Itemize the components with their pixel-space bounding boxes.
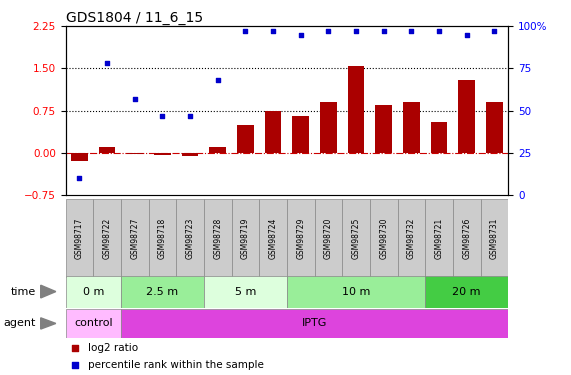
Text: 10 m: 10 m	[342, 286, 370, 297]
Bar	[315, 199, 342, 278]
Bar	[148, 199, 176, 278]
Point	[407, 28, 416, 34]
Bar	[66, 276, 121, 308]
Text: GSM98717: GSM98717	[75, 217, 84, 259]
Bar	[259, 199, 287, 278]
Text: GSM98728: GSM98728	[214, 217, 222, 259]
Bar	[232, 199, 259, 278]
Text: log2 ratio: log2 ratio	[88, 343, 138, 353]
Bar	[210, 147, 226, 153]
Polygon shape	[41, 285, 56, 298]
Text: GDS1804 / 11_6_15: GDS1804 / 11_6_15	[66, 11, 203, 25]
Text: agent: agent	[4, 318, 36, 328]
Bar	[265, 111, 282, 153]
Bar	[348, 66, 364, 153]
Bar	[431, 122, 447, 153]
Text: GSM98725: GSM98725	[352, 217, 360, 259]
Bar	[287, 199, 315, 278]
Bar	[453, 199, 481, 278]
Point	[462, 32, 471, 38]
Point	[103, 60, 112, 66]
Text: IPTG: IPTG	[302, 318, 327, 328]
Bar	[71, 153, 88, 161]
Point	[363, 294, 372, 300]
Text: GSM98724: GSM98724	[268, 217, 278, 259]
Point	[296, 32, 305, 38]
Bar	[237, 124, 254, 153]
Bar	[459, 80, 475, 153]
Text: 5 m: 5 m	[235, 286, 256, 297]
Bar	[121, 199, 148, 278]
Point	[75, 175, 84, 181]
Bar	[320, 102, 337, 153]
Point	[186, 112, 195, 118]
Text: 0 m: 0 m	[83, 286, 104, 297]
Polygon shape	[41, 318, 56, 329]
Bar	[99, 147, 115, 153]
Point	[213, 77, 222, 83]
Text: GSM98718: GSM98718	[158, 217, 167, 259]
Bar	[204, 199, 232, 278]
Bar	[66, 199, 93, 278]
Text: GSM98730: GSM98730	[379, 217, 388, 259]
Text: 20 m: 20 m	[452, 286, 481, 297]
Text: GSM98727: GSM98727	[130, 217, 139, 259]
Text: GSM98723: GSM98723	[186, 217, 195, 259]
Bar	[481, 199, 508, 278]
Text: time: time	[11, 286, 36, 297]
Bar	[486, 102, 502, 153]
Bar	[66, 309, 121, 338]
Bar	[176, 199, 204, 278]
Text: GSM98731: GSM98731	[490, 217, 499, 259]
Bar	[121, 276, 204, 308]
Text: GSM98721: GSM98721	[435, 217, 444, 259]
Bar	[292, 116, 309, 153]
Text: GSM98720: GSM98720	[324, 217, 333, 259]
Text: GSM98722: GSM98722	[103, 217, 112, 259]
Point	[435, 28, 444, 34]
Point	[268, 28, 278, 34]
Bar	[342, 199, 370, 278]
Point	[130, 96, 139, 102]
Bar	[204, 276, 287, 308]
Text: GSM98719: GSM98719	[241, 217, 250, 259]
Text: 2.5 m: 2.5 m	[146, 286, 179, 297]
Point	[352, 28, 361, 34]
Point	[490, 28, 499, 34]
Text: percentile rank within the sample: percentile rank within the sample	[88, 360, 264, 370]
Bar	[370, 199, 397, 278]
Point	[324, 28, 333, 34]
Bar	[403, 102, 420, 153]
Point	[158, 112, 167, 118]
Text: control: control	[74, 318, 112, 328]
Bar	[127, 153, 143, 154]
Point	[241, 28, 250, 34]
Text: GSM98726: GSM98726	[462, 217, 471, 259]
Bar	[425, 199, 453, 278]
Text: GSM98732: GSM98732	[407, 217, 416, 259]
Bar	[182, 153, 199, 156]
Bar	[425, 276, 508, 308]
Bar	[154, 153, 171, 154]
Bar	[375, 105, 392, 153]
Point	[363, 144, 372, 150]
Bar	[93, 199, 121, 278]
Bar	[121, 309, 508, 338]
Text: GSM98729: GSM98729	[296, 217, 305, 259]
Bar	[287, 276, 425, 308]
Bar	[397, 199, 425, 278]
Point	[379, 28, 388, 34]
